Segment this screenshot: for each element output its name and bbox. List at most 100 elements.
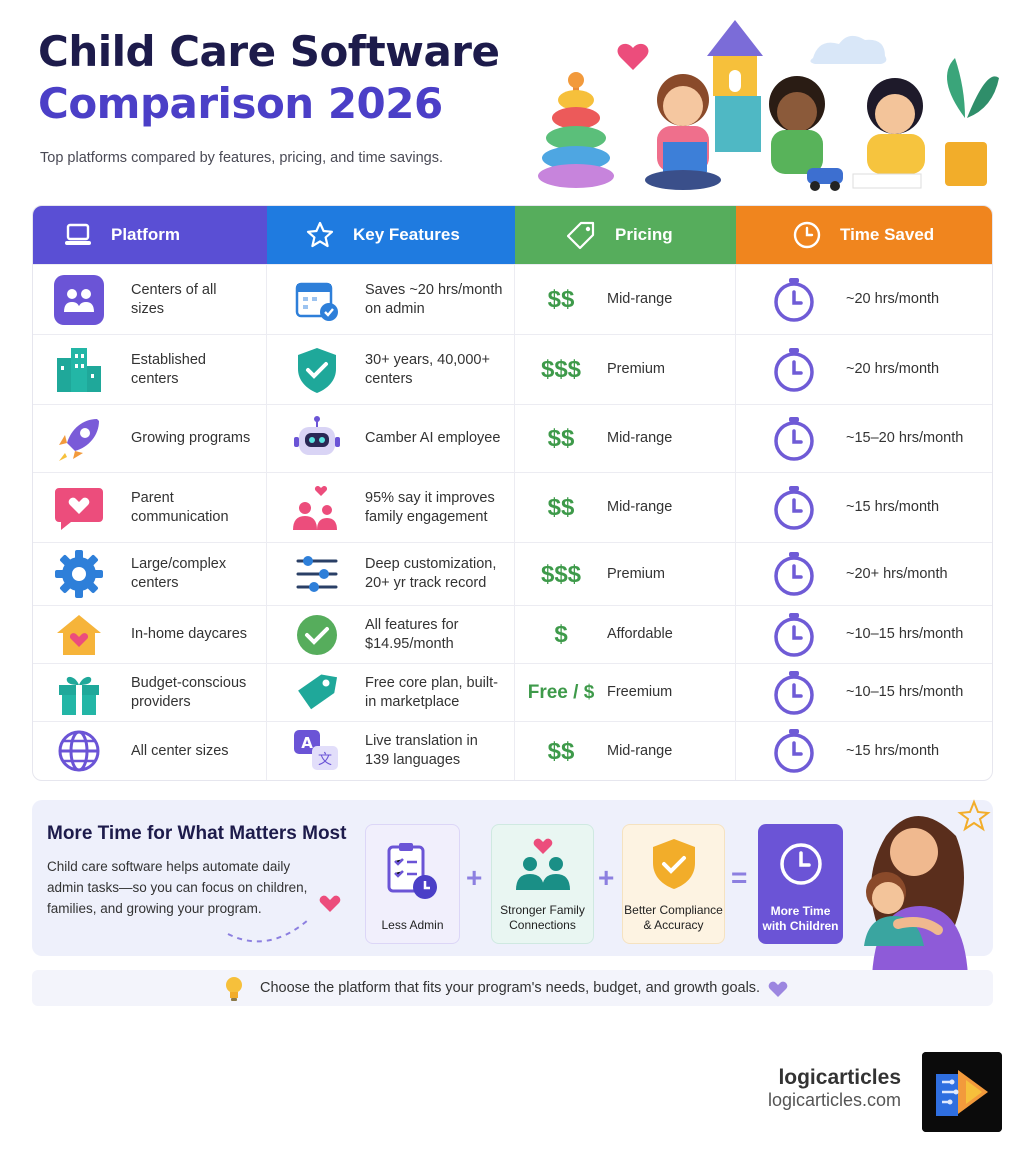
benefit-label: Better Compliance & Accuracy [624,903,723,932]
platform-label: Budget-conscious providers [131,674,247,710]
plus-operator: + [598,862,615,893]
svg-text:文: 文 [318,752,332,768]
price-symbol: $$$ [540,356,582,383]
star-icon [306,221,334,248]
table-row[interactable]: In-home daycares All features for $14.95… [33,605,992,663]
stopwatch-icon [768,274,820,326]
child-with-car [769,76,843,191]
table-row[interactable]: Established centers 30+ years, 40,000+ c… [33,334,992,404]
price-tier: Freemium [607,684,673,700]
ring-stacker-toy [538,72,614,188]
clipboard-clock-icon [383,825,443,918]
page-subtitle: Top platforms compared by features, pric… [40,150,443,166]
svg-text:A: A [301,734,313,752]
column-header-time[interactable]: Time Saved [736,206,992,264]
benefit-card-result: More Time with Children [758,824,843,944]
stopwatch-icon [768,667,820,719]
feature-label: All features for $14.95/month [365,616,459,652]
platform-label: In-home daycares [131,626,248,642]
tip-bar [32,970,993,1006]
time-saved: ~10–15 hrs/month [846,626,964,642]
feature-label: Deep customization, 20+ yr track record [365,556,497,591]
cloud-shape [810,35,887,64]
benefit-label: Less Admin [381,918,444,932]
table-row[interactable]: Budget-conscious providers Free core pla… [33,663,992,721]
time-saved: ~15 hrs/month [846,742,940,759]
table-row[interactable]: Growing programs Camber AI employee $$ Mi… [33,404,992,472]
brand-url[interactable]: logicarticles.com [767,1090,901,1110]
block-tower [707,20,763,152]
feature-label: Live translation in 139 languages [365,733,478,768]
column-header-features[interactable]: Key Features [267,206,515,264]
child-reading [645,74,721,190]
tag-icon [291,667,343,719]
time-saved: ~20 hrs/month [846,291,940,307]
feature-label: Camber AI employee [365,430,501,446]
column-label: Pricing [615,225,673,244]
table-row[interactable]: All center sizes A 文 Live translation in 1… [33,721,992,780]
time-saved: ~15 hrs/month [846,499,940,515]
price-symbol: $$ [547,425,575,452]
platform-label: Growing programs [131,430,251,446]
time-saved: ~20 hrs/month [846,361,940,377]
clock-icon [778,824,824,904]
benefit-card-compliance: Better Compliance & Accuracy [622,824,725,944]
feature-label: 95% say it improves family engagement [365,489,495,525]
benefits-description: Child care software helps automate daily… [47,859,308,916]
table-header: Platform Key Features Pricing Time Saved [33,206,992,264]
stopwatch-icon [768,548,820,600]
shield-check-icon [291,344,343,396]
column-label: Key Features [353,225,460,244]
plus-operator: + [466,862,483,893]
platform-label: Centers of all sizes [131,281,217,317]
table-row[interactable]: Centers of all sizes Saves ~20 hrs/month… [33,264,992,334]
price-tier: Mid-range [607,430,673,446]
price-tier: Premium [607,361,666,377]
time-saved: ~10–15 hrs/month [846,684,964,700]
column-header-platform[interactable]: Platform [33,206,267,264]
table-row[interactable]: Large/complex centers Deep customization… [33,542,992,605]
gear-icon [53,548,105,600]
gift-icon [53,667,105,719]
lightbulb-icon [226,977,242,1001]
time-saved: ~15–20 hrs/month [846,430,964,446]
stopwatch-icon [768,482,820,534]
price-symbol: $$$ [540,560,582,588]
stopwatch-icon [768,609,820,661]
benefit-card-family: Stronger Family Connections [491,824,594,944]
house-heart-icon [53,609,105,661]
price-symbol: $ [554,621,568,648]
benefit-card-admin: Less Admin [365,824,460,944]
feature-label: Free core plan, built-in marketplace [365,674,498,710]
platform-label: Large/complex centers [131,556,227,591]
comparison-table: Platform Key Features Pricing Time Saved… [32,205,993,781]
benefit-label: Stronger Family Connections [500,903,585,932]
benefit-label: More Time with Children [762,904,839,933]
column-header-pricing[interactable]: Pricing [515,206,736,264]
feature-label: 30+ years, 40,000+ centers [365,351,490,387]
platform-label: All center sizes [131,742,229,759]
check-circle-icon [291,609,343,661]
laptop-icon [65,223,91,245]
price-tier: Mid-range [607,742,673,759]
price-symbol: $$ [547,494,575,521]
calendar-check-icon [291,274,343,326]
heart-icon [768,981,788,997]
price-tag-icon [567,221,595,250]
stopwatch-icon [768,344,820,396]
price-symbol: $$ [547,737,575,765]
price-tier: Mid-range [607,499,673,515]
price-tier: Mid-range [607,291,673,307]
stopwatch-icon [768,413,820,465]
decorative-heart-trail [227,895,341,943]
brand-name: logicarticles [778,1066,901,1089]
robot-icon [291,413,343,465]
heart-shape [617,43,649,70]
table-row[interactable]: Parent communication 95% say it improves… [33,472,992,542]
title-line-1: Child Care Software [38,27,500,76]
buildings-icon [53,344,105,396]
shield-check-icon [649,825,699,903]
globe-icon [53,725,105,777]
column-label: Time Saved [840,225,935,244]
